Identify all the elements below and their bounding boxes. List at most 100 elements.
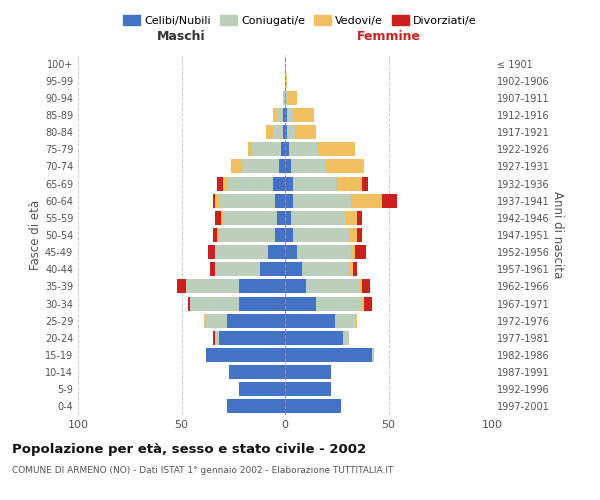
Bar — [358, 228, 362, 242]
Bar — [293, 194, 351, 207]
Bar — [212, 228, 217, 242]
Bar — [382, 194, 397, 207]
Bar — [248, 142, 252, 156]
Bar — [221, 211, 223, 225]
Bar — [353, 262, 358, 276]
Bar — [316, 296, 362, 310]
Bar — [285, 382, 331, 396]
Bar — [252, 142, 281, 156]
Bar — [287, 108, 293, 122]
Bar — [283, 125, 285, 139]
Bar — [277, 211, 285, 225]
Bar — [345, 211, 358, 225]
Bar — [277, 108, 283, 122]
Bar — [215, 194, 219, 207]
Bar — [268, 245, 285, 259]
Bar — [285, 125, 287, 139]
Bar — [227, 400, 285, 413]
Bar — [362, 280, 370, 293]
Bar — [279, 160, 285, 173]
Bar — [208, 245, 215, 259]
Bar — [212, 194, 215, 207]
Bar — [219, 228, 275, 242]
Bar — [204, 314, 206, 328]
Bar — [293, 176, 337, 190]
Bar — [358, 211, 362, 225]
Bar — [185, 280, 239, 293]
Bar — [227, 314, 285, 328]
Bar — [349, 262, 353, 276]
Bar — [215, 211, 221, 225]
Text: Popolazione per età, sesso e stato civile - 2002: Popolazione per età, sesso e stato civil… — [12, 442, 366, 456]
Bar — [343, 331, 349, 345]
Bar — [206, 348, 285, 362]
Bar — [215, 262, 260, 276]
Bar — [355, 245, 366, 259]
Bar — [272, 176, 285, 190]
Bar — [285, 245, 298, 259]
Bar — [285, 228, 293, 242]
Bar — [283, 91, 285, 105]
Bar — [285, 91, 287, 105]
Text: Femmine: Femmine — [356, 30, 421, 43]
Y-axis label: Fasce di età: Fasce di età — [29, 200, 42, 270]
Bar — [302, 262, 349, 276]
Bar — [266, 125, 272, 139]
Bar — [285, 74, 287, 88]
Bar — [335, 314, 355, 328]
Bar — [372, 348, 374, 362]
Bar — [239, 280, 285, 293]
Bar — [293, 108, 314, 122]
Bar — [239, 296, 285, 310]
Bar — [219, 331, 285, 345]
Bar — [260, 262, 285, 276]
Text: COMUNE DI ARMENO (NO) - Dati ISTAT 1° gennaio 2002 - Elaborazione TUTTITALIA.IT: COMUNE DI ARMENO (NO) - Dati ISTAT 1° ge… — [12, 466, 394, 475]
Bar — [219, 194, 275, 207]
Bar — [285, 160, 291, 173]
Bar — [285, 400, 341, 413]
Bar — [351, 194, 382, 207]
Bar — [239, 382, 285, 396]
Bar — [285, 142, 289, 156]
Bar — [285, 211, 291, 225]
Bar — [285, 176, 293, 190]
Bar — [272, 125, 283, 139]
Bar — [285, 296, 316, 310]
Bar — [362, 296, 364, 310]
Legend: Celibi/Nubili, Coniugati/e, Vedovi/e, Divorziati/e: Celibi/Nubili, Coniugati/e, Vedovi/e, Di… — [119, 10, 481, 30]
Bar — [217, 176, 223, 190]
Bar — [355, 314, 358, 328]
Bar — [223, 176, 227, 190]
Y-axis label: Anni di nascita: Anni di nascita — [551, 192, 563, 278]
Bar — [295, 125, 316, 139]
Bar — [293, 228, 349, 242]
Bar — [364, 296, 372, 310]
Bar — [283, 108, 285, 122]
Bar — [285, 262, 302, 276]
Bar — [287, 125, 295, 139]
Bar — [285, 314, 335, 328]
Bar — [217, 228, 219, 242]
Bar — [215, 331, 219, 345]
Bar — [272, 108, 277, 122]
Bar — [298, 245, 351, 259]
Bar — [211, 262, 215, 276]
Bar — [231, 160, 242, 173]
Bar — [281, 142, 285, 156]
Bar — [285, 108, 287, 122]
Bar — [285, 331, 343, 345]
Bar — [362, 176, 368, 190]
Bar — [188, 296, 190, 310]
Bar — [289, 142, 318, 156]
Bar — [242, 160, 279, 173]
Bar — [229, 365, 285, 379]
Bar — [291, 160, 326, 173]
Bar — [285, 348, 372, 362]
Bar — [326, 160, 364, 173]
Bar — [285, 365, 331, 379]
Bar — [287, 91, 298, 105]
Bar — [227, 176, 272, 190]
Text: Maschi: Maschi — [157, 30, 206, 43]
Bar — [223, 211, 277, 225]
Bar — [337, 176, 362, 190]
